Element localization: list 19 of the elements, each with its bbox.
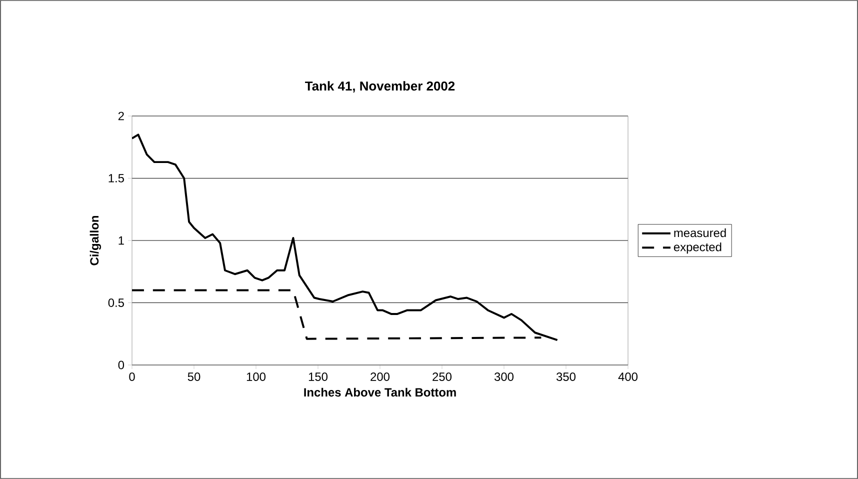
y-tick-label: 1 <box>118 236 124 245</box>
chart-title: Tank 41, November 2002 <box>305 81 455 92</box>
x-tick-label: 200 <box>370 372 390 381</box>
x-tick-label: 250 <box>432 372 452 381</box>
x-tick-label: 50 <box>188 372 200 381</box>
x-tick-label: 400 <box>618 372 638 381</box>
x-tick-label: 150 <box>308 372 328 381</box>
x-tick-label: 300 <box>494 372 514 381</box>
y-tick-label: 0 <box>118 360 124 370</box>
x-tick-label: 350 <box>556 372 576 381</box>
y-tick-label: 2 <box>118 112 124 120</box>
y-axis-title: Ci/gallon <box>90 216 102 266</box>
y-tick-label: 1.5 <box>108 174 124 182</box>
x-axis-title: Inches Above Tank Bottom <box>304 388 456 397</box>
y-tick-label: 0.5 <box>108 298 124 307</box>
legend-label: measured <box>674 228 726 238</box>
x-tick-label: 0 <box>129 372 135 381</box>
legend-label: expected <box>674 242 722 254</box>
x-tick-label: 100 <box>246 372 266 381</box>
